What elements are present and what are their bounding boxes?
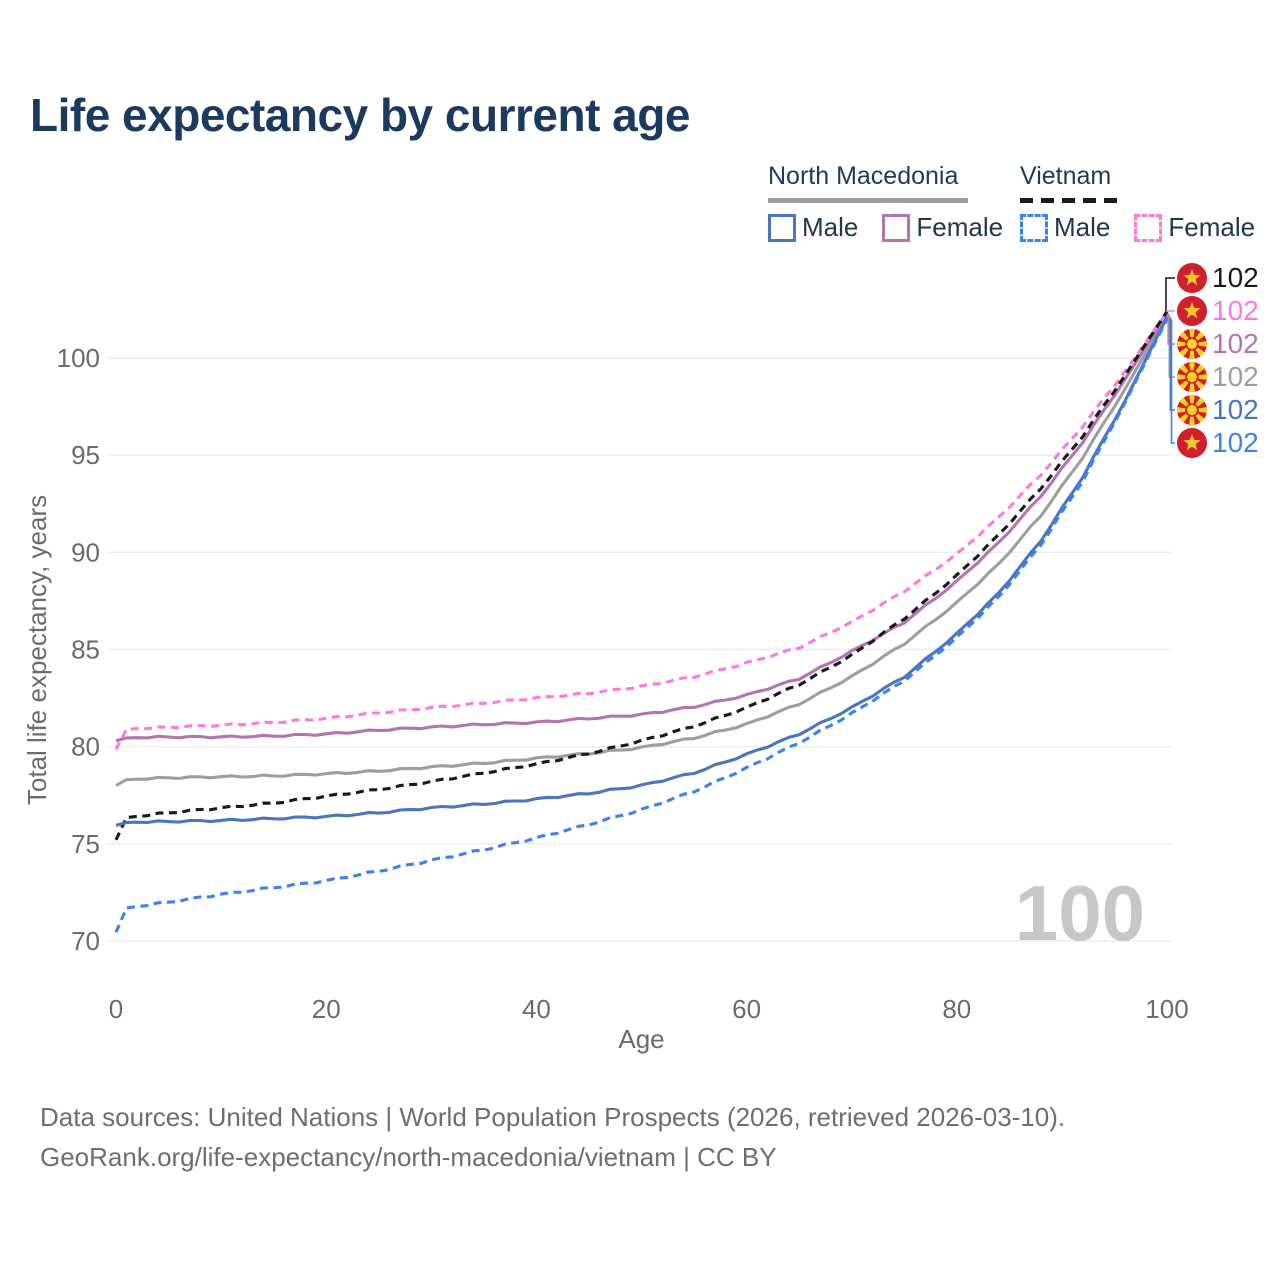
series-line-north-macedonia-female [115, 312, 1169, 743]
x-tick-label: 20 [312, 994, 341, 1024]
footer-attribution: GeoRank.org/life-expectancy/north-macedo… [40, 1142, 777, 1172]
x-tick-label: 100 [1145, 994, 1188, 1024]
age-watermark: 100 [1015, 869, 1145, 957]
series-line-vietnam-male [114, 318, 1169, 933]
end-value-label: 102 [1212, 427, 1259, 458]
footer-data-sources: Data sources: United Nations | World Pop… [40, 1102, 1066, 1132]
y-tick-label: 80 [71, 732, 100, 762]
y-tick-label: 95 [71, 440, 100, 470]
x-tick-label: 0 [109, 994, 123, 1024]
legend-group-north-macedonia: North Macedonia Male Female [768, 162, 1027, 243]
legend-linestyle-sample [768, 198, 968, 203]
end-value-label: 102 [1212, 295, 1259, 326]
end-label-connector [1170, 319, 1175, 444]
legend-group-vietnam: Vietnam Male Female [1020, 162, 1279, 243]
legend-swatch [1134, 213, 1163, 242]
legend-item-label: Male [802, 212, 859, 242]
series-line-vietnam-female [114, 311, 1169, 751]
x-axis-title: Age [618, 1024, 664, 1054]
x-tick-label: 40 [522, 994, 551, 1024]
end-label-connector [1167, 313, 1175, 345]
y-tick-label: 85 [71, 635, 100, 665]
x-tick-label: 60 [732, 994, 761, 1024]
end-value-label: 102 [1212, 328, 1259, 359]
legend-items-row: Male Female [1020, 212, 1279, 243]
north-macedonia-flag-icon [1177, 362, 1207, 392]
page-title: Life expectancy by current age [30, 89, 690, 141]
y-tick-label: 90 [71, 537, 100, 567]
legend-country-label: North Macedonia [768, 162, 959, 190]
legend-swatch [768, 213, 796, 242]
legend-item-vn-male[interactable]: Male [1020, 212, 1110, 243]
end-label-connector [1166, 310, 1175, 313]
legend-item-label: Female [1168, 212, 1256, 242]
legend-country-label: Vietnam [1020, 162, 1112, 190]
legend-swatch [882, 213, 911, 242]
vietnam-flag-icon [1177, 296, 1207, 326]
north-macedonia-flag-icon [1177, 329, 1207, 359]
legend-items-row: Male Female [768, 212, 1027, 243]
legend-linestyle-sample [1020, 198, 1117, 203]
end-label-connector [1165, 277, 1175, 312]
legend-swatch [1020, 213, 1048, 242]
end-value-label: 102 [1212, 262, 1259, 293]
y-tick-label: 100 [57, 343, 100, 373]
legend-item-nm-female[interactable]: Female [882, 212, 1003, 243]
chart-canvas[interactable]: 100 70 75 80 85 90 95 100 0 20 40 60 80 100 Age Total l… [0, 0, 1280, 1080]
legend-item-label: Male [1054, 212, 1111, 242]
legend-item-nm-male[interactable]: Male [768, 212, 858, 243]
end-value-label: 102 [1212, 361, 1259, 392]
vietnam-flag-icon [1177, 263, 1207, 293]
y-axis-title: Total life expectancy, years [22, 495, 52, 805]
series-line-north-macedonia [115, 314, 1169, 787]
north-macedonia-flag-icon [1177, 395, 1207, 425]
legend-item-label: Female [916, 212, 1004, 242]
y-tick-label: 75 [71, 829, 100, 859]
end-label-connector [1168, 315, 1175, 378]
x-tick-label: 80 [942, 994, 971, 1024]
end-value-label: 102 [1212, 394, 1259, 425]
series-line-north-macedonia-male [115, 316, 1169, 827]
series-line-vietnam [114, 310, 1169, 841]
end-label-connector [1169, 317, 1175, 411]
vietnam-flag-icon [1177, 428, 1207, 458]
legend-item-vn-female[interactable]: Female [1134, 212, 1255, 243]
y-tick-label: 70 [71, 926, 100, 956]
